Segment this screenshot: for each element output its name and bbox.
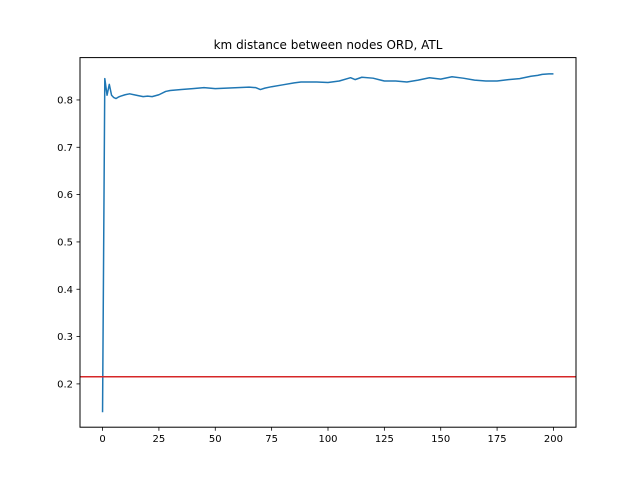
y-tick-label: 0.3 [57,332,73,343]
y-tick-label: 0.2 [57,379,73,390]
x-tick-label: 175 [488,434,507,445]
x-tick-label: 50 [209,434,222,445]
series-line [101,73,554,413]
plot-area: 0 25 50 75 100 125 150 175 200 0.2 0.3 0.4 0.5 0.6 0.7… [57,73,576,445]
y-tick-label: 0.8 [57,96,73,107]
x-tick-label: 150 [431,434,450,445]
y-tick-label: 0.4 [57,285,73,296]
axes-frame [79,57,577,428]
y-tick-label: 0.7 [57,143,73,154]
chart-title: km distance between nodes ORD, ATL [214,38,443,52]
x-tick-label: 25 [153,434,166,445]
x-tick-label: 125 [375,434,394,445]
y-tick-label: 0.6 [57,190,73,201]
x-tick-label: 200 [544,434,563,445]
x-tick-label: 0 [99,434,105,445]
x-tick-label: 100 [318,434,337,445]
y-tick-label: 0.5 [57,238,73,249]
x-tick-label: 75 [265,434,278,445]
